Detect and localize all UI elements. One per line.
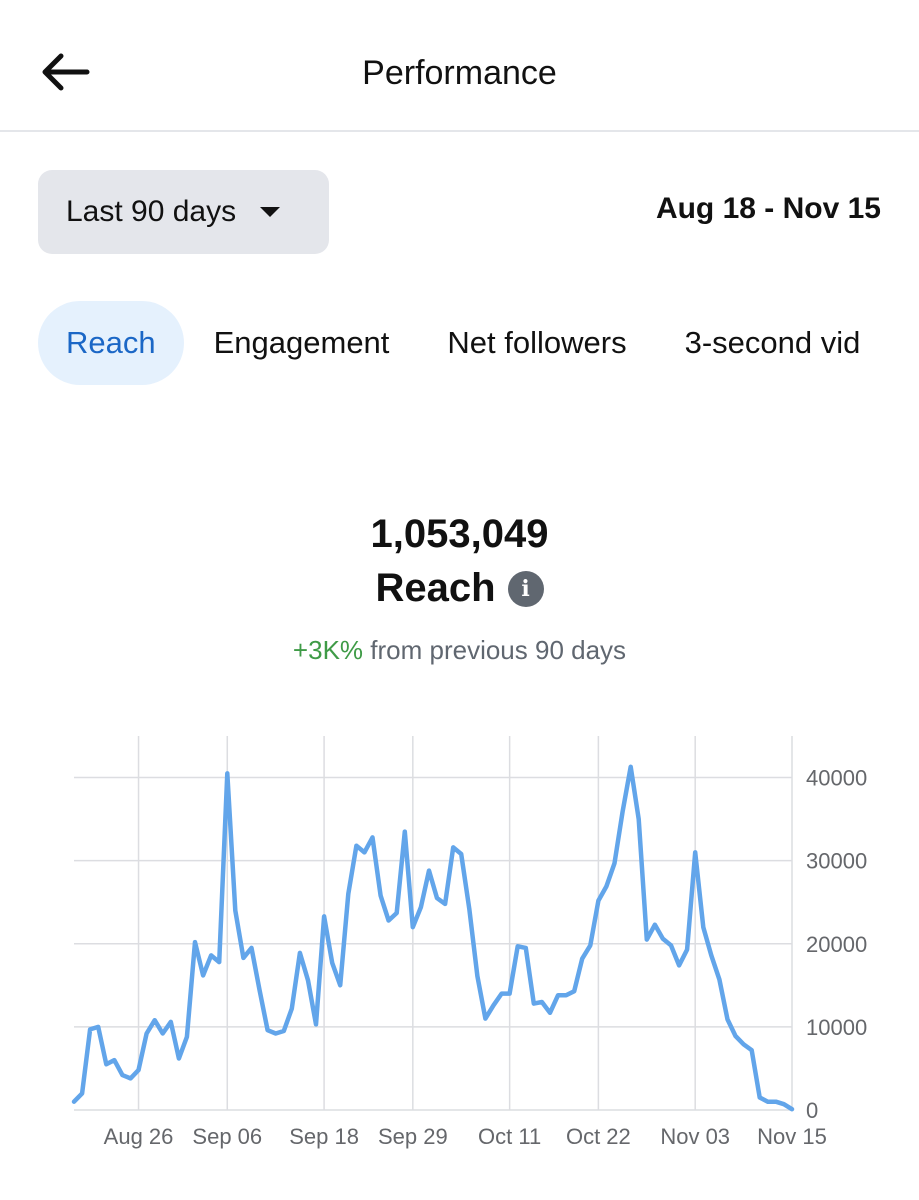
x-tick-label: Sep 06 (192, 1124, 262, 1149)
date-range-dropdown[interactable]: Last 90 days (38, 170, 329, 254)
y-tick-label: 30000 (806, 849, 867, 874)
metric-label: Reach (375, 566, 496, 610)
back-button[interactable] (30, 42, 100, 102)
x-tick-label: Sep 29 (378, 1124, 448, 1149)
reach-line-chart: 0 10000 20000 30000 40000 Aug 26 Sep 06 Sep 18 S… (71, 736, 867, 1149)
y-tick-label: 0 (806, 1098, 818, 1123)
x-tick-label: Sep 18 (289, 1124, 359, 1149)
tab-net-followers[interactable]: Net followers (447, 325, 627, 360)
y-tick-label: 10000 (806, 1015, 867, 1040)
x-tick-label: Nov 15 (757, 1124, 827, 1149)
date-range-label: Last 90 days (66, 195, 237, 228)
change-description: from previous 90 days (370, 635, 627, 665)
tab-3-second-views[interactable]: 3-second vid (684, 325, 861, 360)
metric-label-row: Reach i (0, 566, 919, 611)
metric-change: +3K% from previous 90 days (0, 635, 919, 666)
x-tick-label: Oct 22 (566, 1124, 631, 1149)
metric-total: 1,053,049 (370, 512, 549, 556)
date-range-text: Aug 18 - Nov 15 (655, 192, 881, 225)
tab-reach[interactable]: Reach (38, 301, 184, 385)
caret-down-icon (260, 207, 281, 217)
page-title: Performance (362, 54, 557, 92)
change-percent: +3K% (292, 635, 364, 665)
reach-series-line (71, 764, 795, 1112)
tab-engagement[interactable]: Engagement (213, 325, 390, 360)
x-tick-label: Aug 26 (104, 1124, 174, 1149)
x-tick-label: Oct 11 (478, 1124, 541, 1149)
metric-tabs: Reach Engagement Net followers 3-second … (38, 301, 860, 385)
top-bar: Performance (0, 0, 919, 132)
arrow-left-icon (42, 53, 90, 91)
info-icon[interactable]: i (507, 570, 544, 607)
y-tick-label: 20000 (806, 932, 867, 957)
y-tick-label: 40000 (806, 766, 867, 791)
x-tick-label: Nov 03 (660, 1124, 730, 1149)
